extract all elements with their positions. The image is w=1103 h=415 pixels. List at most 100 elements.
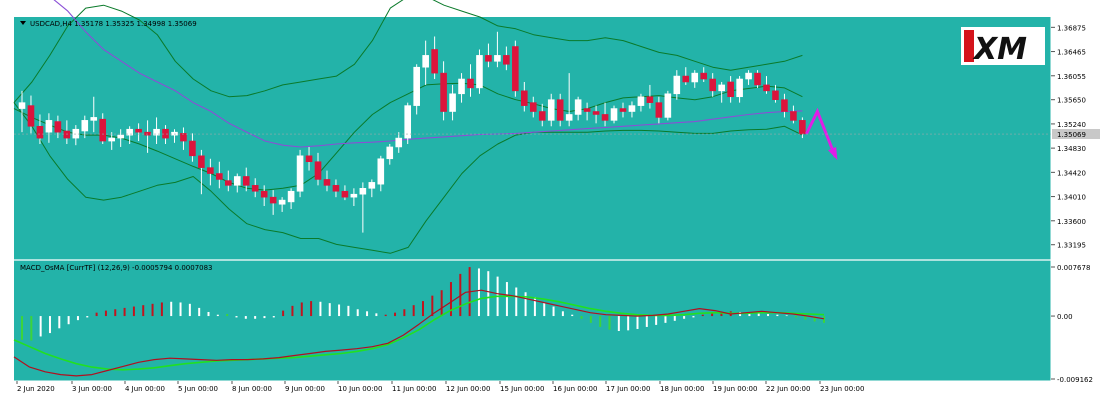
price-tick-label: 1.34010 <box>1057 194 1086 202</box>
bull-candle <box>350 193 358 198</box>
current-price-label: 1.35069 <box>1057 131 1086 139</box>
bear-candle <box>305 155 313 163</box>
title-dropdown-icon <box>20 21 26 25</box>
bear-candle <box>799 120 806 135</box>
bear-candle <box>592 111 600 115</box>
bull-candle <box>458 78 465 95</box>
bear-candle <box>682 75 690 83</box>
bear-candle <box>512 46 519 92</box>
bull-candle <box>691 72 699 83</box>
osc-tick-label: 0.00 <box>1057 313 1073 321</box>
signal-line-path <box>13 295 825 371</box>
current-price-box <box>1052 129 1100 140</box>
bear-candle <box>619 108 627 112</box>
bear-candle <box>646 96 654 103</box>
bear-candle <box>431 49 438 74</box>
oscillator-axis: 0.007678 0.00 -0.009162 <box>1051 264 1093 384</box>
bull-candle <box>287 190 295 203</box>
bull-candle <box>673 75 681 95</box>
bull-candle <box>494 55 501 62</box>
time-tick-label: 8 Jun 00:00 <box>232 385 272 393</box>
bear-candle <box>790 111 797 121</box>
bull-candle <box>547 99 555 121</box>
bull-candle <box>81 120 89 132</box>
bull-candle <box>233 176 241 186</box>
bear-candle <box>162 128 169 139</box>
time-tick-label: 10 Jun 00:00 <box>338 385 382 393</box>
price-tick-label: 1.35650 <box>1057 97 1086 105</box>
plot-background <box>14 17 1051 381</box>
bear-candle <box>323 179 331 186</box>
price-tick-label: 1.34830 <box>1057 145 1086 153</box>
bear-candle <box>251 185 259 192</box>
bear-candle <box>198 155 205 168</box>
bull-candle <box>117 134 124 139</box>
bull-candle <box>45 120 53 133</box>
time-tick-label: 2 Jun 2020 <box>17 385 55 393</box>
bull-candle <box>153 128 160 136</box>
main-price-grid <box>14 17 1052 382</box>
bear-candle <box>754 72 761 86</box>
xm-logo-accent <box>964 30 974 62</box>
projection-path <box>805 107 837 158</box>
bull-candle <box>377 158 385 185</box>
time-tick-label: 5 Jun 00:00 <box>178 385 218 393</box>
osc-tick-label: 0.007678 <box>1057 264 1090 272</box>
time-tick-label: 3 Jun 00:00 <box>72 385 112 393</box>
osc-tick-label: -0.009162 <box>1057 376 1093 384</box>
bear-candle <box>135 128 142 133</box>
price-tick-label: 1.36465 <box>1057 49 1086 57</box>
price-tick-label: 1.36875 <box>1057 24 1086 32</box>
bear-candle <box>763 84 770 92</box>
bull-candle <box>449 93 456 112</box>
bear-candle <box>314 161 322 180</box>
time-tick-label: 11 Jun 00:00 <box>392 385 436 393</box>
oscillator-title: MACD_OsMA [CurrTF] (12,26,9) -0.0005794 … <box>20 264 213 272</box>
bull-candle <box>395 137 403 148</box>
macd-line-path <box>13 289 825 377</box>
bull-candle <box>637 96 645 106</box>
time-tick-label: 19 Jun 00:00 <box>713 385 757 393</box>
time-tick-label: 23 Jun 00:00 <box>820 385 864 393</box>
bull-candle <box>359 187 367 195</box>
time-tick-label: 17 Jun 00:00 <box>606 385 650 393</box>
bull-candle <box>610 108 618 121</box>
bear-candle <box>63 130 71 139</box>
bear-candle <box>503 55 510 65</box>
bull-candle <box>18 102 26 109</box>
time-tick-label: 18 Jun 00:00 <box>660 385 704 393</box>
bear-candle <box>440 72 447 112</box>
price-axis: 1.36875 1.36465 1.36055 1.35650 1.35240 1.348… <box>1051 24 1086 250</box>
bull-candle <box>628 105 636 112</box>
bear-candle <box>260 190 268 198</box>
current-price-marker: 1.35069 <box>14 129 1100 140</box>
bear-candle <box>772 90 779 100</box>
bull-candle <box>296 155 304 192</box>
bull-candle <box>718 84 725 92</box>
time-tick-label: 4 Jun 00:00 <box>125 385 165 393</box>
time-tick-label: 16 Jun 00:00 <box>553 385 597 393</box>
bull-candle <box>565 114 573 121</box>
bear-candle <box>207 167 214 174</box>
main-chart-title: USDCAD,H4 1.35178 1.35325 1.34998 1.3506… <box>30 20 197 28</box>
bear-candle <box>225 180 232 186</box>
price-tick-label: 1.36055 <box>1057 73 1086 81</box>
bear-candle <box>655 102 663 118</box>
bull-candle <box>278 199 286 205</box>
xm-logo-box <box>961 27 1045 65</box>
candlestick-series <box>18 31 806 233</box>
bull-candle <box>413 66 420 106</box>
price-tick-label: 1.34420 <box>1057 169 1086 177</box>
time-tick-label: 22 Jun 00:00 <box>766 385 810 393</box>
time-tick-label: 15 Jun 00:00 <box>500 385 544 393</box>
bull-candle <box>745 72 752 80</box>
bear-candle <box>467 78 474 89</box>
bear-candle <box>341 190 349 198</box>
bear-candle <box>189 140 196 157</box>
bear-candle <box>538 111 546 121</box>
bear-candle <box>54 121 62 133</box>
bull-candle <box>386 146 394 160</box>
bull-candle <box>422 55 429 68</box>
